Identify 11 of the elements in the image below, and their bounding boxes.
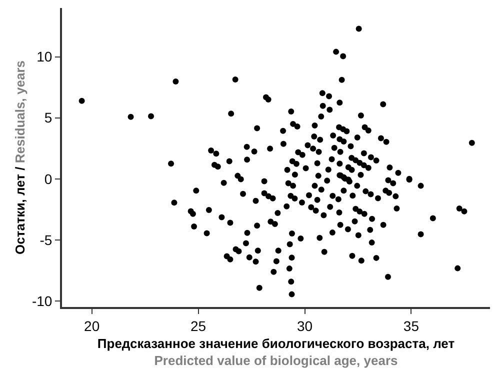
x-tick-label: 30 [296,318,313,334]
x-axis-title: Предсказанное значение биологического возраста, лет Predicted value of biological age, years [97,336,455,368]
y-axis-title: Остатки, лет / Residuals, years [12,60,28,254]
y-tick-label: -5 [40,232,52,248]
y-tick-label: 5 [44,110,52,126]
x-tick-label: 25 [190,318,206,334]
y-tick-label: 10 [36,48,52,65]
x-tick-label: 20 [84,318,100,334]
x-tick-label: 35 [403,318,420,334]
y-tick-label: 0 [44,170,52,187]
y-tick-label: -10 [32,292,52,309]
